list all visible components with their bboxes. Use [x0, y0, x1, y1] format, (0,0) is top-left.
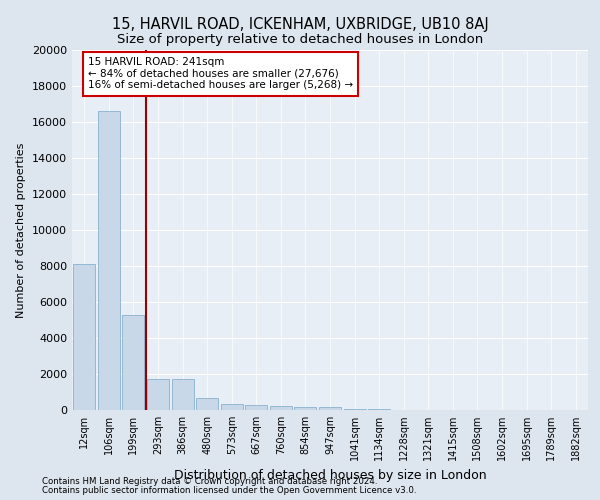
Bar — [147, 378, 169, 410]
Text: 15, HARVIL ROAD, ICKENHAM, UXBRIDGE, UB10 8AJ: 15, HARVIL ROAD, ICKENHAM, UXBRIDGE, UB1… — [112, 18, 488, 32]
Bar — [98, 111, 120, 410]
Text: 15 HARVIL ROAD: 241sqm
← 84% of detached houses are smaller (27,676)
16% of semi: 15 HARVIL ROAD: 241sqm ← 84% of detached… — [88, 57, 353, 90]
Text: Contains public sector information licensed under the Open Government Licence v3: Contains public sector information licen… — [42, 486, 416, 495]
X-axis label: Distribution of detached houses by size in London: Distribution of detached houses by size … — [173, 468, 487, 481]
Bar — [196, 398, 218, 410]
Bar — [73, 264, 95, 410]
Bar — [245, 405, 268, 410]
Bar — [221, 404, 243, 410]
Bar — [344, 409, 365, 410]
Y-axis label: Number of detached properties: Number of detached properties — [16, 142, 26, 318]
Bar — [172, 378, 194, 410]
Bar — [319, 408, 341, 410]
Text: Contains HM Land Registry data © Crown copyright and database right 2024.: Contains HM Land Registry data © Crown c… — [42, 477, 377, 486]
Bar — [270, 406, 292, 410]
Bar — [122, 314, 145, 410]
Text: Size of property relative to detached houses in London: Size of property relative to detached ho… — [117, 32, 483, 46]
Bar — [295, 407, 316, 410]
